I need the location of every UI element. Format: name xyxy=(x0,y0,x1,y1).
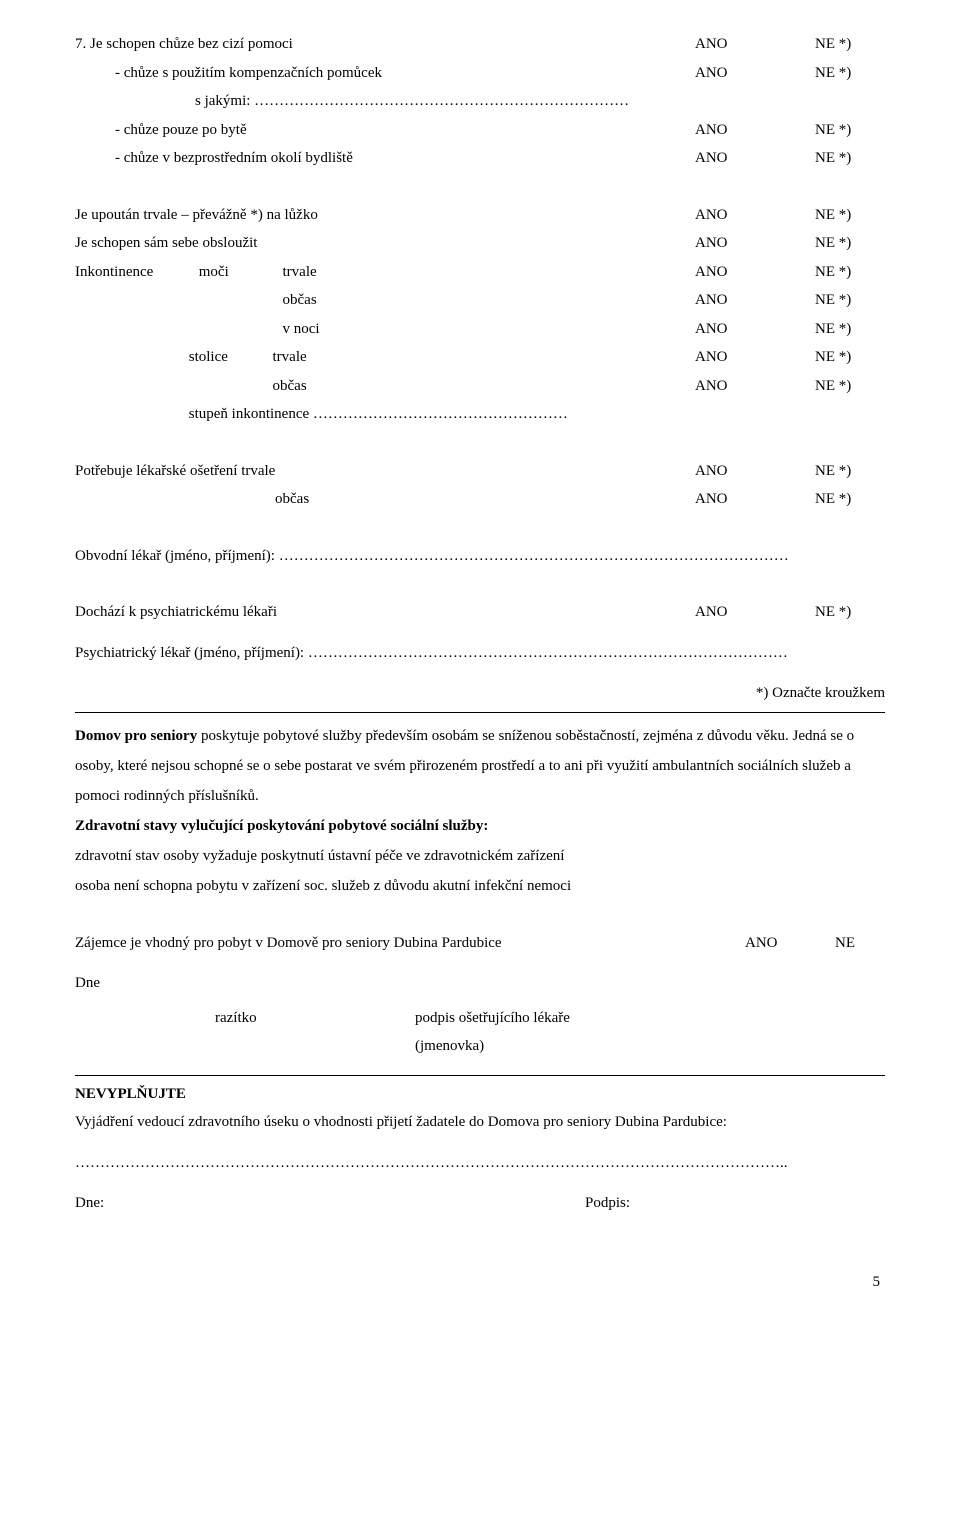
treat-obcas-ne[interactable]: NE *) xyxy=(815,485,885,514)
incont-stolice: stolice xyxy=(189,343,269,372)
bed-l2: Je schopen sám sebe obsloužit xyxy=(75,229,695,258)
bed-l2-ano[interactable]: ANO xyxy=(695,229,815,258)
q7-row-sub1: - chůze s použitím kompenzačních pomůcek… xyxy=(75,59,885,88)
treat-obcas: občas xyxy=(275,491,309,507)
incont-title: Inkontinence xyxy=(75,258,195,287)
q7-sjakymi-label: s jakými: ………………………………………………………………… xyxy=(75,87,885,116)
incont-moci-vnoci-ano[interactable]: ANO xyxy=(695,315,815,344)
incont-moci-obcas-ano[interactable]: ANO xyxy=(695,286,815,315)
divider-2 xyxy=(75,1075,885,1076)
incont-moci-trvale-ano[interactable]: ANO xyxy=(695,258,815,287)
bed-l1-ano[interactable]: ANO xyxy=(695,201,815,230)
incont-stolice-trvale: stolice trvale ANO NE *) xyxy=(75,343,885,372)
incont-moci-vnoci-ne[interactable]: NE *) xyxy=(815,315,885,344)
incont-stolice-obcas: občas ANO NE *) xyxy=(75,372,885,401)
incont-stolice-trvale-ne[interactable]: NE *) xyxy=(815,343,885,372)
signature-block: podpis ošetřujícího lékaře (jmenovka) xyxy=(235,1004,885,1061)
body-p4: osoba není schopna pobytu v zařízení soc… xyxy=(75,871,885,901)
q7-sub3-ano[interactable]: ANO xyxy=(695,144,815,173)
body-paragraph-1: Domov pro seniory poskytuje pobytové slu… xyxy=(75,721,885,811)
psych-ano[interactable]: ANO xyxy=(695,598,815,627)
incont-moci-trvale-ne[interactable]: NE *) xyxy=(815,258,885,287)
body-p3: zdravotní stav osoby vyžaduje poskytnutí… xyxy=(75,841,885,871)
q7-sub3-label: - chůze v bezprostředním okolí bydliště xyxy=(75,144,695,173)
dne-label: Dne xyxy=(75,969,885,998)
dne-podpis-row: Dne: Podpis: xyxy=(75,1189,885,1218)
q7-sub2-label: - chůze pouze po bytě xyxy=(75,116,695,145)
incont-stupen-lbl: stupeň inkontinence …………………………………………… xyxy=(189,406,568,422)
divider-1 xyxy=(75,712,885,713)
fit-ne[interactable]: NE xyxy=(835,929,885,958)
incont-obcas1: občas xyxy=(283,292,317,308)
q7-row-sub3: - chůze v bezprostředním okolí bydliště … xyxy=(75,144,885,173)
oznacte-note: *) Označte kroužkem xyxy=(75,679,885,708)
fit-ano[interactable]: ANO xyxy=(745,929,835,958)
treat-obcas-ano[interactable]: ANO xyxy=(695,485,815,514)
q7-sub2-ne[interactable]: NE *) xyxy=(815,116,885,145)
q7-row-sub2: - chůze pouze po bytě ANO NE *) xyxy=(75,116,885,145)
q7-sub1-ano[interactable]: ANO xyxy=(695,59,815,88)
obvodni-lekar: Obvodní lékař (jméno, příjmení): …………………… xyxy=(75,542,885,571)
incont-trvale: trvale xyxy=(283,264,317,280)
body-p1a: Domov pro seniory xyxy=(75,728,197,744)
treat-l1-ano[interactable]: ANO xyxy=(695,457,815,486)
incont-stolice-trvale-lbl: trvale xyxy=(273,349,307,365)
psych-lekar: Psychiatrický lékař (jméno, příjmení): …… xyxy=(75,639,885,668)
fit-row: Zájemce je vhodný pro pobyt v Domově pro… xyxy=(75,929,885,958)
signature-row: razítko podpis ošetřujícího lékaře (jmen… xyxy=(75,1004,885,1061)
podpis1: podpis ošetřujícího lékaře xyxy=(415,1004,885,1033)
q7-sjakymi: s jakými: ………………………………………………………………… xyxy=(75,87,885,116)
razitko: razítko xyxy=(75,1004,235,1061)
q7-main-ne[interactable]: NE *) xyxy=(815,30,885,59)
q7-sub3-ne[interactable]: NE *) xyxy=(815,144,885,173)
q7-row-main: 7. Je schopen chůze bez cizí pomoci ANO … xyxy=(75,30,885,59)
incont-stolice-obcas-lbl: občas xyxy=(273,378,307,394)
fit-label: Zájemce je vhodný pro pobyt v Domově pro… xyxy=(75,929,745,958)
incont-moci-trvale: Inkontinence moči trvale ANO NE *) xyxy=(75,258,885,287)
psych-l1: Dochází k psychiatrickému lékaři xyxy=(75,598,695,627)
treat-l1-ne[interactable]: NE *) xyxy=(815,457,885,486)
bed-l1: Je upoután trvale – převážně *) na lůžko xyxy=(75,201,695,230)
dots-line: …………………………………………………………………………………………………………… xyxy=(75,1149,885,1178)
incont-stolice-obcas-ano[interactable]: ANO xyxy=(695,372,815,401)
body-p2: Zdravotní stavy vylučující poskytování p… xyxy=(75,811,885,841)
incont-stupen: stupeň inkontinence …………………………………………… xyxy=(75,400,885,429)
q7-main-ano[interactable]: ANO xyxy=(695,30,815,59)
incont-moci: moči xyxy=(199,258,279,287)
psych-row: Dochází k psychiatrickému lékaři ANO NE … xyxy=(75,598,885,627)
incont-stolice-obcas-ne[interactable]: NE *) xyxy=(815,372,885,401)
nevyplnujte: NEVYPLŇUJTE xyxy=(75,1080,885,1109)
q7-sub1-label: - chůze s použitím kompenzačních pomůcek xyxy=(75,59,695,88)
bed-l2-ne[interactable]: NE *) xyxy=(815,229,885,258)
vyjadreni: Vyjádření vedoucí zdravotního úseku o vh… xyxy=(75,1108,885,1137)
q7-sub2-ano[interactable]: ANO xyxy=(695,116,815,145)
q7-main-label: 7. Je schopen chůze bez cizí pomoci xyxy=(75,30,695,59)
treat-l1: Potřebuje lékařské ošetření trvale xyxy=(75,457,695,486)
page-number: 5 xyxy=(75,1268,885,1297)
bed-row1: Je upoután trvale – převážně *) na lůžko… xyxy=(75,201,885,230)
podpis2: (jmenovka) xyxy=(415,1032,885,1061)
psych-ne[interactable]: NE *) xyxy=(815,598,885,627)
dne2: Dne: xyxy=(75,1189,585,1218)
incont-stolice-trvale-ano[interactable]: ANO xyxy=(695,343,815,372)
bed-row2: Je schopen sám sebe obsloužit ANO NE *) xyxy=(75,229,885,258)
treat-row2: občas ANO NE *) xyxy=(75,485,885,514)
incont-moci-obcas: občas ANO NE *) xyxy=(75,286,885,315)
q7-sub1-ne[interactable]: NE *) xyxy=(815,59,885,88)
incont-moci-vnoci: v noci ANO NE *) xyxy=(75,315,885,344)
treat-row1: Potřebuje lékařské ošetření trvale ANO N… xyxy=(75,457,885,486)
bed-l1-ne[interactable]: NE *) xyxy=(815,201,885,230)
incont-moci-obcas-ne[interactable]: NE *) xyxy=(815,286,885,315)
podpis-label: Podpis: xyxy=(585,1189,885,1218)
incont-vnoci: v noci xyxy=(283,321,320,337)
